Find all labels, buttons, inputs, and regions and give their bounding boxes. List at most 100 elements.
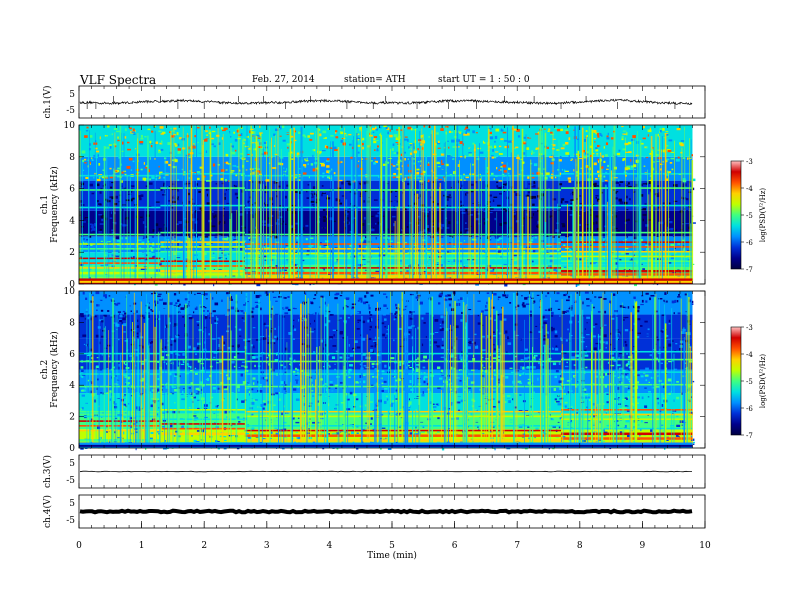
ch2-spectrogram-cell [448, 378, 451, 381]
ch2-spectrogram-cell [513, 406, 517, 409]
ch1-spectrogram-cell [247, 148, 250, 150]
ch1-spectrogram-cell [204, 236, 209, 238]
ch2-spectrogram-cell [384, 318, 387, 321]
ch1-spectrogram-cell [319, 162, 324, 164]
ch1-spectrogram-cell [562, 224, 566, 228]
ch1-spectrogram-cell [168, 200, 171, 202]
ch1-spectrogram-sferic [278, 209, 280, 281]
ch2-spectrogram-cell [619, 367, 623, 371]
ch1-spectrogram-cell [440, 263, 443, 267]
ch1-spectrogram-cell [403, 251, 408, 254]
ch1-spectrogram-cell [139, 142, 143, 145]
ch1-spectrogram-cell [540, 134, 543, 138]
ch1-spectrogram-cell [553, 151, 556, 154]
ch1-spectrogram-cell [514, 147, 517, 150]
ch2-spectrogram-cell [329, 350, 334, 353]
ch2-spectrogram-cell [480, 294, 483, 296]
ch1-spectrogram-cell [104, 217, 108, 221]
ch1-spectrogram-cell [142, 221, 145, 224]
ch1-spectrogram-cell [597, 134, 600, 138]
ch1-spectrogram-cell [392, 165, 396, 167]
ch1-spectrogram-cell [580, 237, 583, 240]
ch2-spectrogram-cell [173, 343, 177, 345]
ch2-spectrogram-cell [251, 388, 254, 391]
ch1-spectrogram-cell [598, 160, 599, 163]
ch1-spectrogram-cell [448, 242, 451, 244]
ch1-spectrogram-cell [659, 128, 662, 131]
ch1-spectrogram-sferic [558, 139, 560, 281]
ch1-spectrogram-cell [483, 209, 486, 212]
ch1-spectrogram-cell [213, 252, 215, 254]
ch1-spectrogram-cell [597, 158, 600, 161]
ch2-spectrogram-cell [417, 357, 419, 360]
ch1-spectrogram-cell [441, 207, 445, 210]
ch1-spectrogram-cell [497, 245, 500, 249]
ch2-spectrogram-cell [182, 316, 184, 318]
ch1-spectrogram-cell [135, 129, 139, 132]
ch2-spectrogram-cell [507, 294, 509, 297]
ch1-spectrogram-cell [422, 170, 426, 174]
ch1-spectrogram-cell [533, 163, 538, 167]
ch1-spectrogram-cell [498, 185, 502, 187]
ch1-spectrogram-cell [234, 185, 237, 188]
ch1-spectrogram-cell [398, 127, 403, 129]
ch1-spectrogram-cell [340, 131, 344, 135]
ch2-spectrogram-cell [287, 308, 292, 311]
ch2-spectrogram-cell [282, 421, 287, 424]
ch1-spectrogram-cell [88, 137, 92, 140]
ch1-spectrogram-cell [657, 185, 660, 188]
ch2-spectrogram-cell [382, 333, 385, 337]
ch1-spectrogram-sferic [345, 199, 348, 281]
ch1-spectrogram-cell [314, 157, 318, 160]
ch1-spectrogram-cell [153, 141, 155, 145]
ch1-spectrogram-cell [376, 148, 379, 150]
ch1-spectrogram-cell [465, 176, 469, 179]
ch2-spectrogram-cell [605, 412, 607, 416]
ch1-spectrogram-cell [275, 190, 277, 192]
ch2-spectrogram-cell [457, 301, 460, 303]
ch1-spectrogram-cell [504, 269, 508, 272]
ch1-spectrogram-cell [615, 191, 617, 194]
ch2-spectrogram-cell [281, 412, 283, 416]
ch1-spectrogram-cell [532, 172, 534, 175]
ch1-spectrogram-cell [295, 164, 298, 167]
ch1-spectrogram-cell [496, 181, 499, 183]
ch1-spectrogram-cell [275, 156, 279, 158]
ch1-spectrogram-cell [229, 131, 231, 134]
ch1-spectrogram-cell [421, 201, 424, 204]
ch2-spectrogram-cell [351, 306, 355, 309]
ch2-spectrogram-cell [123, 403, 127, 406]
ch1-spectrogram-cell [633, 191, 636, 193]
ch2-spectrogram-cell [284, 371, 287, 375]
ch1-spectrogram-cell [284, 269, 287, 271]
ch1-spectrogram-sferic [509, 175, 511, 281]
ch1-spectrogram-cell [642, 126, 645, 129]
ch1-spectrogram-cell [326, 159, 330, 162]
ch1-spectrogram-cell [595, 196, 597, 199]
ch1-spectrogram-cell [496, 249, 499, 252]
ch2-spectrogram-cell [300, 343, 305, 345]
ch1-spectrogram-cell [174, 206, 177, 209]
ch2-spectrogram-cell [163, 447, 167, 450]
ch2-spectrogram-cell [188, 345, 191, 349]
ch1-spectrogram-cell [441, 243, 446, 247]
ch2-spectrogram-cell [355, 381, 360, 384]
ch1-spectrogram-cell [173, 127, 177, 130]
ch1-spectrogram-cell [310, 163, 314, 166]
ch1-spectrogram-cell [647, 129, 649, 132]
ch1-spectrogram-cell [142, 207, 147, 210]
ch1-spectrogram-cell [106, 152, 110, 154]
ch1-spectrogram-cell [90, 190, 94, 193]
ch2-spectrogram-cell [680, 327, 684, 329]
ch1-spectrogram-sferic [468, 180, 470, 281]
ch1-spectrogram-cell [684, 130, 687, 134]
ch2-spectrogram-cell [395, 373, 398, 377]
ch2-spectrogram-cell [467, 304, 470, 308]
ch1-spectrogram-cell [373, 199, 378, 201]
ch2-spectrogram-cell [339, 381, 343, 384]
ch2-spectrogram-cell [297, 417, 300, 419]
ch1-spectrogram-cell [259, 133, 262, 136]
ch1-spectrogram-cell [177, 143, 180, 147]
ch1-spectrogram-sferic [605, 184, 607, 281]
ch1-spectrogram-cell [666, 133, 669, 136]
